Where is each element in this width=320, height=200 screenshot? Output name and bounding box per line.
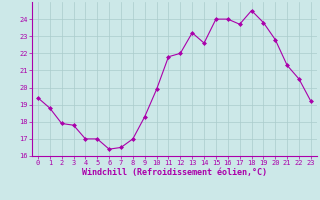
- X-axis label: Windchill (Refroidissement éolien,°C): Windchill (Refroidissement éolien,°C): [82, 168, 267, 177]
